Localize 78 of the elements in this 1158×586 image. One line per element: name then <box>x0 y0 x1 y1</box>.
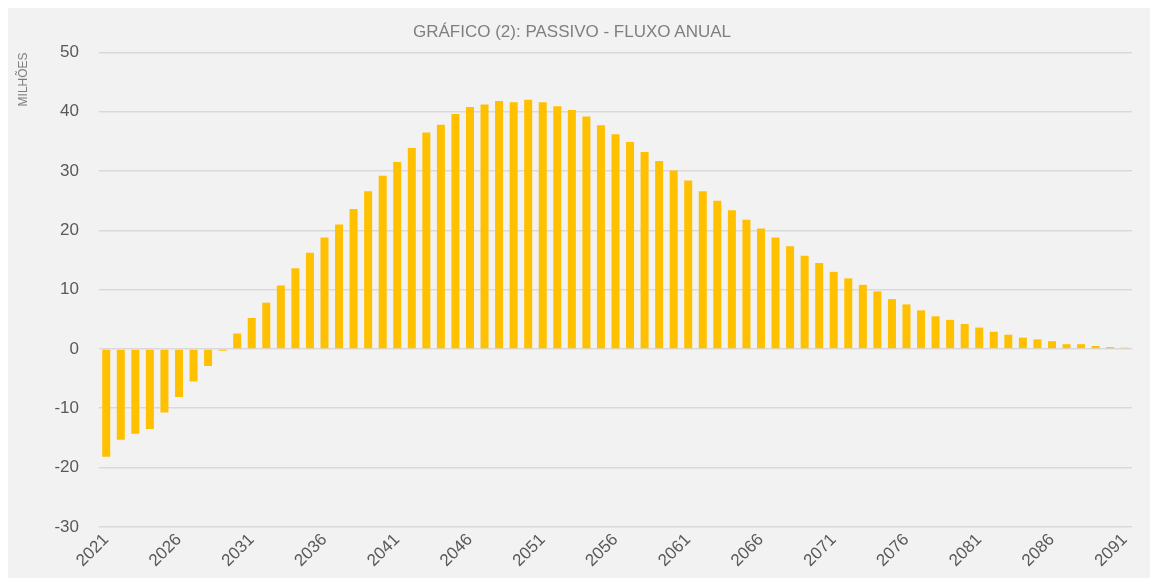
bar <box>102 349 111 457</box>
bar <box>902 304 911 349</box>
bar <box>655 160 664 349</box>
bar <box>131 349 140 434</box>
bar <box>524 99 533 349</box>
bar <box>553 106 562 349</box>
bar <box>1004 334 1013 349</box>
bar <box>800 255 809 349</box>
bar <box>174 349 183 397</box>
bar <box>698 191 707 349</box>
bar <box>756 228 765 349</box>
y-tick-label: 10 <box>60 279 79 299</box>
bar <box>247 318 256 349</box>
bar <box>378 175 387 349</box>
bar <box>335 224 344 349</box>
bar <box>393 162 402 349</box>
bar <box>436 124 445 349</box>
y-tick-label: -30 <box>54 516 79 536</box>
bar <box>204 349 213 367</box>
y-tick-label: 0 <box>69 338 79 358</box>
bar <box>233 333 242 349</box>
y-tick-label: -10 <box>54 397 79 417</box>
bar <box>727 210 736 349</box>
bar <box>465 106 474 349</box>
bar <box>567 109 576 349</box>
bar <box>291 268 300 349</box>
y-axis-title: MILHÕES <box>14 52 30 107</box>
bar <box>844 278 853 349</box>
bar <box>917 310 926 349</box>
bar <box>713 200 722 349</box>
bar <box>116 349 125 440</box>
bar <box>1077 344 1086 349</box>
bar <box>611 134 620 349</box>
bar <box>451 114 460 349</box>
bar <box>364 191 373 349</box>
y-tick-label: 30 <box>60 160 79 180</box>
bar <box>640 152 649 349</box>
bar <box>305 252 314 349</box>
bar <box>960 324 969 349</box>
bar <box>407 147 416 349</box>
bar <box>145 349 154 429</box>
bar <box>742 219 751 349</box>
bar <box>1018 337 1027 349</box>
bar <box>582 116 591 349</box>
bar <box>189 349 198 382</box>
bar <box>829 271 838 349</box>
chart-title: GRÁFICO (2): PASSIVO - FLUXO ANUAL <box>412 21 732 41</box>
bar <box>626 141 635 349</box>
bar <box>262 302 271 349</box>
bar <box>160 349 169 413</box>
y-tick-label: 20 <box>60 220 79 239</box>
bar <box>538 102 547 349</box>
bar <box>422 132 431 349</box>
bar <box>989 331 998 349</box>
bar <box>1062 344 1071 349</box>
bar <box>480 104 489 349</box>
y-tick-label: -20 <box>54 457 79 477</box>
bar <box>887 299 896 349</box>
bar <box>771 237 780 349</box>
bar <box>276 285 285 349</box>
bar <box>320 237 329 349</box>
bar <box>509 102 518 349</box>
y-tick-label: 50 <box>60 42 79 62</box>
bar <box>786 246 795 349</box>
bar <box>858 284 867 349</box>
bar <box>873 291 882 349</box>
bar <box>946 319 955 349</box>
bar <box>975 327 984 349</box>
bar <box>931 316 940 349</box>
bar <box>1047 341 1056 349</box>
bar <box>1033 339 1042 349</box>
bar <box>596 125 605 349</box>
bar <box>815 262 824 349</box>
bar <box>349 208 358 349</box>
bar <box>684 180 693 349</box>
bar <box>669 170 678 349</box>
y-tick-label: 40 <box>60 101 79 121</box>
bar <box>495 101 504 349</box>
